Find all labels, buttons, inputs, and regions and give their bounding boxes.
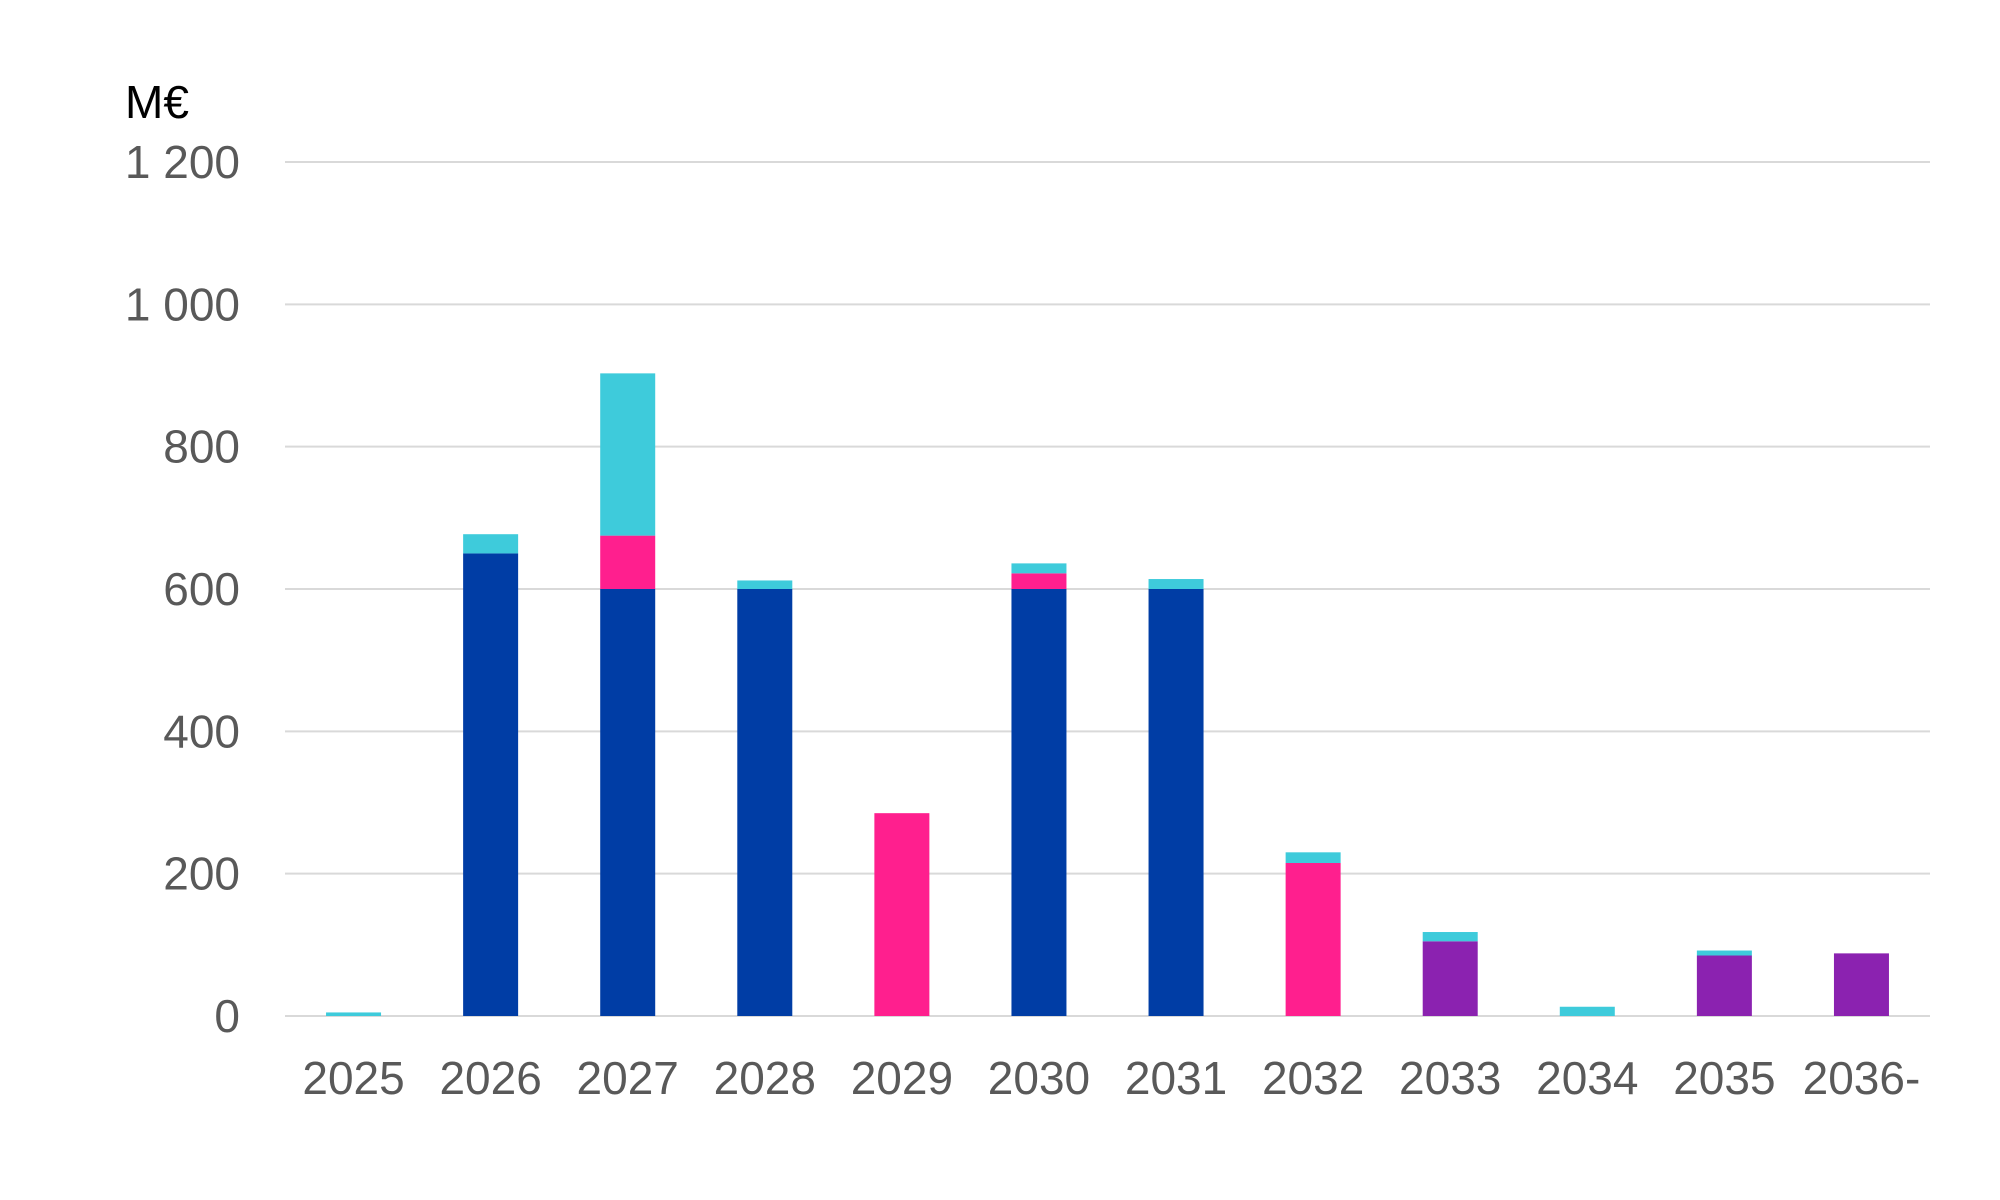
bar-segment bbox=[737, 589, 793, 1016]
y-axis-ticks: 0 200 400 600 800 1 000 1 200 bbox=[125, 136, 240, 1042]
bar-segment bbox=[1285, 852, 1341, 863]
x-tick-label: 2026 bbox=[439, 1052, 541, 1104]
bar-segment bbox=[600, 535, 656, 589]
y-tick-label: 200 bbox=[163, 848, 240, 900]
x-tick-label: 2029 bbox=[851, 1052, 953, 1104]
bar-segment bbox=[1696, 955, 1752, 1016]
bar-segment bbox=[1285, 862, 1341, 1016]
x-tick-label: 2030 bbox=[988, 1052, 1090, 1104]
bar-segment bbox=[1833, 953, 1889, 1016]
x-tick-label: 2036- bbox=[1803, 1052, 1921, 1104]
bar-segment bbox=[1696, 950, 1752, 956]
bar-segment bbox=[1559, 1006, 1615, 1016]
bar-segment bbox=[1011, 563, 1067, 574]
y-tick-label: 800 bbox=[163, 421, 240, 473]
x-tick-label: 2027 bbox=[577, 1052, 679, 1104]
bar-segment bbox=[463, 534, 519, 554]
y-tick-label: 400 bbox=[163, 705, 240, 757]
bar-segment bbox=[1422, 932, 1478, 942]
x-tick-label: 2025 bbox=[302, 1052, 404, 1104]
y-tick-label: 0 bbox=[214, 990, 240, 1042]
bar-segment bbox=[874, 813, 930, 1016]
x-tick-label: 2031 bbox=[1125, 1052, 1227, 1104]
bar-segment bbox=[600, 373, 656, 536]
x-axis-ticks: 2025 2026 2027 2028 2029 2030 2031 2032 2033 2034… bbox=[302, 1052, 1920, 1104]
bar-segment bbox=[463, 553, 519, 1016]
x-tick-label: 2028 bbox=[714, 1052, 816, 1104]
gridlines bbox=[285, 161, 1930, 1017]
x-tick-label: 2035 bbox=[1673, 1052, 1775, 1104]
bar-segment bbox=[1011, 589, 1067, 1016]
bar-segment bbox=[600, 589, 656, 1016]
y-tick-label: 1 200 bbox=[125, 136, 240, 188]
y-tick-label: 1 000 bbox=[125, 278, 240, 330]
x-tick-label: 2032 bbox=[1262, 1052, 1364, 1104]
bar-segment bbox=[1422, 941, 1478, 1016]
y-axis-unit-label: M€ bbox=[125, 76, 189, 128]
x-tick-label: 2034 bbox=[1536, 1052, 1638, 1104]
bar-segment bbox=[1011, 573, 1067, 589]
y-tick-label: 600 bbox=[163, 563, 240, 615]
bar-segment bbox=[1148, 579, 1204, 589]
bar-segment bbox=[1148, 589, 1204, 1016]
bar-segment bbox=[737, 580, 793, 589]
bars bbox=[326, 373, 1889, 1016]
bar-segment bbox=[326, 1012, 382, 1016]
x-tick-label: 2033 bbox=[1399, 1052, 1501, 1104]
